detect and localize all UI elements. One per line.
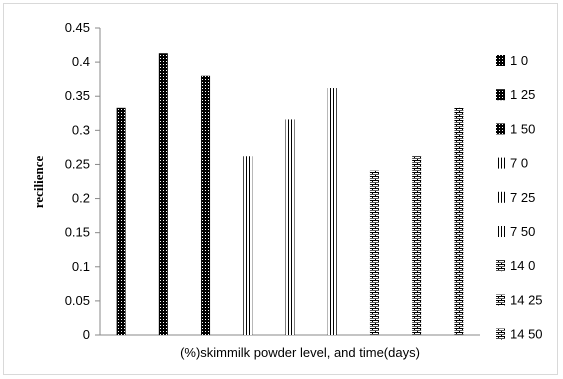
y-tick-label: 0.4 [72,54,90,69]
legend-label: 1 0 [510,53,528,68]
bar [243,156,253,335]
bar [369,170,379,335]
legend-swatch [496,157,505,169]
bar [327,88,337,335]
y-tick-label: 0.15 [65,225,90,240]
legend-swatch [496,226,505,237]
y-tick-label: 0.35 [65,88,90,103]
legend-label: 14 0 [510,258,535,273]
bar [116,107,126,335]
y-tick-label: 0.05 [65,293,90,308]
legend-swatch [496,260,505,272]
bars [116,53,464,336]
legend-swatch [496,191,505,203]
bar [158,53,168,336]
legend-swatch [496,123,505,135]
legend-label: 7 50 [510,224,535,239]
legend-label: 14 50 [510,327,543,342]
legend: 1 0 1 25 1 50 7 0 7 25 7 50 14 0 14 25 14 50 [496,53,543,342]
y-tick-label: 0.2 [72,191,90,206]
bar [412,156,422,335]
legend-swatch [496,328,505,340]
y-tick-label: 0.25 [65,156,90,171]
legend-swatch [496,89,505,101]
legend-label: 1 50 [510,121,535,136]
legend-label: 1 25 [510,87,535,102]
legend-label: 7 0 [510,156,528,171]
y-tick-label: 0.45 [65,20,90,35]
bar [285,119,295,335]
x-axis-label: (%)skimmilk powder level, and time(days) [180,345,420,360]
bar [454,107,464,335]
legend-label: 7 25 [510,190,535,205]
legend-swatch [496,55,505,66]
y-ticks: 0 0.05 0.1 0.15 0.2 0.25 0.3 0.35 0.4 0.45 [65,20,100,342]
chart-frame [3,3,558,375]
y-tick-label: 0.3 [72,122,90,137]
y-axis-label: recilience [31,156,46,209]
legend-label: 14 25 [510,292,543,307]
y-tick-label: 0 [83,327,90,342]
y-tick-label: 0.1 [72,259,90,274]
bar [201,75,211,335]
legend-swatch [496,294,505,306]
